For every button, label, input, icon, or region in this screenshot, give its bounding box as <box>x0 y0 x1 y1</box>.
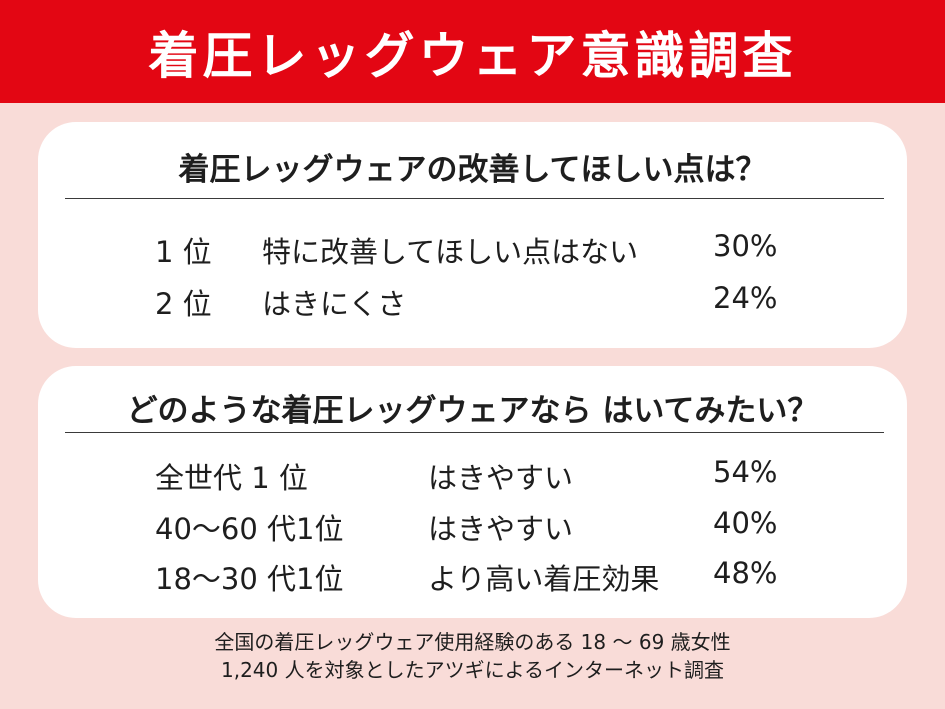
divider <box>65 198 884 199</box>
percent-value: 40% <box>713 506 778 540</box>
page-title: 着圧レッグウェア意識調査 <box>148 26 797 85</box>
rank-label: 1 位 <box>155 235 212 269</box>
rank-label: 18～30 代1位 <box>155 562 344 596</box>
question-heading: どのような着圧レッグウェアなら はいてみたい？ <box>126 393 819 429</box>
rank-label: 2 位 <box>155 287 212 321</box>
percent-value: 30% <box>713 229 778 263</box>
answer-label: 特に改善してほしい点はない <box>262 235 639 269</box>
answer-label: より高い着圧効果 <box>428 562 660 596</box>
result-row: 1 位 特に改善してほしい点はない 30% <box>38 229 907 273</box>
question-heading: 着圧レッグウェアの改善してほしい点は？ <box>178 152 767 188</box>
survey-card-wishes: どのような着圧レッグウェアなら はいてみたい？ 全世代 1 位 はきやすい 54… <box>38 366 907 618</box>
percent-value: 48% <box>713 556 778 590</box>
answer-label: はきやすい <box>428 512 574 546</box>
answer-label: はきにくさ <box>262 287 407 321</box>
result-row: 全世代 1 位 はきやすい 54% <box>38 455 907 499</box>
result-row: 40～60 代1位 はきやすい 40% <box>38 506 907 550</box>
result-row: 18～30 代1位 より高い着圧効果 48% <box>38 556 907 600</box>
note-line-1: 全国の着圧レッグウェア使用経験のある 18 ～ 69 歳女性 <box>214 630 731 654</box>
percent-value: 24% <box>713 281 778 315</box>
divider <box>65 432 884 433</box>
rank-label: 40～60 代1位 <box>155 512 344 546</box>
answer-label: はきやすい <box>428 461 574 495</box>
survey-card-improvements: 着圧レッグウェアの改善してほしい点は？ 1 位 特に改善してほしい点はない 30… <box>38 122 907 348</box>
survey-note: 全国の着圧レッグウェア使用経験のある 18 ～ 69 歳女性 1,240 人を対… <box>0 628 945 684</box>
header-banner: 着圧レッグウェア意識調査 <box>0 0 945 103</box>
result-row: 2 位 はきにくさ 24% <box>38 281 907 325</box>
note-line-2: 1,240 人を対象としたアツギによるインターネット調査 <box>220 658 724 682</box>
rank-label: 全世代 1 位 <box>155 461 308 495</box>
percent-value: 54% <box>713 455 778 489</box>
